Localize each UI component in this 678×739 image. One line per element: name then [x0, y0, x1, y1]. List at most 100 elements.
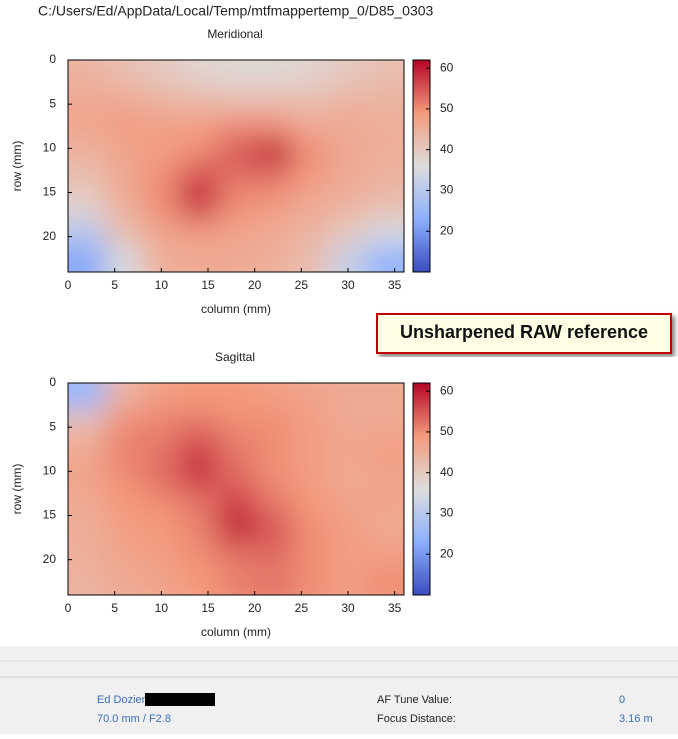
- plot-frame: [67, 59, 405, 273]
- colorbar-tick-label: 50: [440, 424, 454, 438]
- heatmap-cell: [329, 245, 368, 272]
- y-tick-label: 0: [49, 52, 56, 66]
- heatmap-cell: [292, 383, 330, 410]
- heatmap-cell: [292, 166, 330, 193]
- heatmap-cell: [292, 462, 330, 490]
- heatmap-cell: [142, 113, 181, 140]
- heatmap-cell: [329, 166, 368, 193]
- heatmap-cell: [105, 383, 144, 410]
- heatmap-cell: [105, 489, 144, 516]
- y-tick-label: 5: [49, 419, 56, 433]
- x-tick-label: 35: [388, 278, 402, 292]
- y-tick-label: 0: [49, 375, 56, 389]
- y-tick-label: 5: [49, 96, 56, 110]
- heatmap-cell: [254, 192, 293, 220]
- x-tick-label: 20: [248, 601, 262, 615]
- heatmap-cell: [366, 542, 404, 569]
- heatmap-cell: [105, 219, 144, 246]
- heatmap-cells: [68, 383, 404, 595]
- heatmap-cell: [180, 60, 218, 87]
- heatmap-cell: [180, 192, 218, 220]
- heatmap-cell: [142, 166, 181, 193]
- heatmap-cell: [68, 542, 106, 569]
- heatmap-cell: [68, 60, 106, 87]
- af-tune-value: 0: [619, 694, 625, 706]
- heatmap-cell: [254, 515, 293, 543]
- y-tick-label: 20: [43, 229, 57, 243]
- heatmap-cell: [254, 489, 293, 516]
- heatmap-cell: [329, 113, 368, 140]
- focus-distance-value: 3.16 m: [619, 713, 653, 725]
- x-tick-label: 30: [341, 601, 355, 615]
- heatmap-cell: [68, 515, 106, 543]
- heatmap-cell: [329, 409, 368, 437]
- heatmap-cell: [366, 462, 404, 490]
- y-tick-label: 10: [43, 141, 57, 155]
- heatmap-cells: [68, 60, 404, 272]
- plot-frame: [67, 382, 405, 596]
- heatmap-cell: [105, 139, 144, 167]
- heatmap-cell: [329, 542, 368, 569]
- heatmap-cell: [105, 245, 144, 272]
- heatmap-cell: [366, 383, 404, 410]
- heatmap-cell: [180, 489, 218, 516]
- heatmap-cell: [105, 409, 144, 437]
- colorbar-tick-label: 30: [440, 506, 454, 520]
- colorbar-tick-label: 40: [440, 142, 454, 156]
- x-tick-label: 5: [111, 278, 118, 292]
- heatmap-cell: [68, 409, 106, 437]
- heatmap-cell: [217, 219, 256, 246]
- heatmap: [68, 383, 404, 595]
- photographer: Ed Dozier: [97, 694, 146, 706]
- heatmap-cell: [329, 383, 368, 410]
- x-tick-label: 30: [341, 278, 355, 292]
- x-tick-label: 35: [388, 601, 402, 615]
- heatmap-cell: [292, 489, 330, 516]
- heatmap-cell: [105, 86, 144, 114]
- heatmap-cell: [105, 462, 144, 490]
- heatmap-cell: [142, 86, 181, 114]
- heatmap-cell: [366, 86, 404, 114]
- x-axis-label: column (mm): [201, 625, 271, 639]
- heatmap-cell: [329, 489, 368, 516]
- chart-title: Meridional: [207, 27, 262, 41]
- heatmap-cell: [68, 219, 106, 246]
- heatmap-cell: [142, 60, 181, 87]
- x-tick-label: 15: [201, 278, 215, 292]
- x-tick-label: 20: [248, 278, 262, 292]
- heatmap-cell: [292, 139, 330, 167]
- heatmap-cell: [142, 139, 181, 167]
- redaction: [145, 693, 215, 706]
- heatmap-cell: [68, 568, 106, 595]
- heatmap-cell: [292, 515, 330, 543]
- heatmap-cell: [366, 568, 404, 595]
- y-axis-label: row (mm): [10, 464, 24, 515]
- x-tick-label: 10: [155, 278, 169, 292]
- heatmap-cell: [217, 462, 256, 490]
- colorbar: [412, 59, 431, 273]
- heatmap-cell: [217, 542, 256, 569]
- heatmap-cell: [105, 192, 144, 220]
- y-tick-label: 15: [43, 185, 57, 199]
- heatmap-cell: [366, 219, 404, 246]
- heatmap-cell: [68, 139, 106, 167]
- heatmap-cell: [180, 436, 218, 463]
- heatmap-cell: [142, 219, 181, 246]
- heatmap-cell: [254, 409, 293, 437]
- y-axis-label: row (mm): [10, 141, 24, 192]
- heatmap-cell: [180, 409, 218, 437]
- colorbar-tick-label: 60: [440, 383, 454, 397]
- heatmap-cell: [366, 409, 404, 437]
- x-tick-label: 25: [295, 278, 309, 292]
- heatmap-cell: [105, 436, 144, 463]
- heatmap-cell: [254, 86, 293, 114]
- x-tick-label: 10: [155, 601, 169, 615]
- heatmap-cell: [180, 219, 218, 246]
- heatmap-cell: [68, 245, 106, 272]
- heatmap-cell: [366, 515, 404, 543]
- heatmap-cell: [68, 192, 106, 220]
- af-tune-label: AF Tune Value:: [377, 694, 452, 706]
- heatmap-cell: [217, 436, 256, 463]
- heatmap-cell: [217, 166, 256, 193]
- heatmap-cell: [254, 166, 293, 193]
